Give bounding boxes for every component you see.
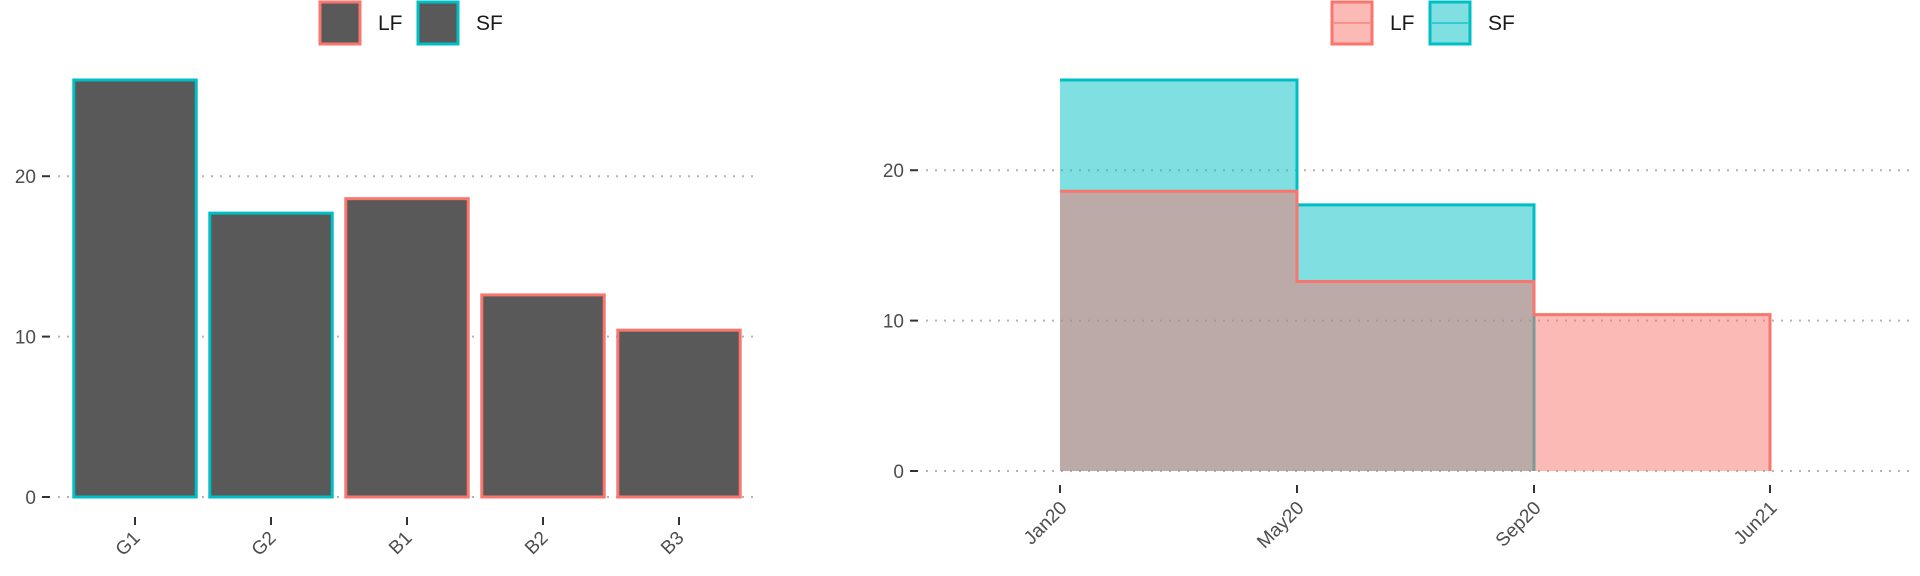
bar-chart-legend-key-lf [318,0,362,46]
area-chart-legend-label-sf: SF [1488,12,1515,35]
area-chart-x-tick-label-jun21: Jun21 [1730,498,1781,549]
area-chart-y-tick-label-20: 20 [883,161,904,182]
bar-chart-x-tick-label-b3: B3 [657,528,688,559]
area-line-lf [1060,189,1772,471]
bar-chart-legend-label-sf: SF [476,12,503,35]
area-chart-areas [1060,78,1772,472]
step-area-chart: LF SF 0 10 20 Jan20 May20 Sep20 Jun21 [883,0,1910,553]
bar-chart-y-tick-label-20: 20 [15,167,36,188]
area-chart-y-axis: 0 10 20 [883,161,918,483]
area-chart-legend: LF SF [1330,0,1515,46]
bar-chart-y-tick-label-0: 0 [25,488,36,509]
area-lf [1060,191,1770,472]
bar-chart-x-axis: G1 G2 B1 B2 B3 [112,517,689,560]
bar-chart-x-tick-label-b2: B2 [521,528,552,559]
area-chart-legend-label-lf: LF [1390,12,1415,35]
bar-chart-legend-label-lf: LF [378,12,403,35]
bar-chart-bars [72,78,742,499]
bar-chart: LF SF 0 10 20 G1 G2 B1 B2 B3 [15,0,756,560]
area-chart-x-tick-label-jan20: Jan20 [1020,498,1071,549]
area-chart-y-tick-label-0: 0 [893,462,904,483]
area-chart-y-tick-label-10: 10 [883,312,904,333]
area-chart-x-tick-label-sep20: Sep20 [1492,498,1546,552]
area-chart-x-axis: Jan20 May20 Sep20 Jun21 [1020,485,1782,553]
bar-chart-legend-key-sf [416,0,460,46]
bar-b2 [480,293,606,499]
bar-chart-y-tick-label-10: 10 [15,328,36,349]
bar-b3 [616,328,742,499]
bar-chart-x-tick-label-g2: G2 [248,528,281,561]
bar-g2 [208,211,334,499]
bar-g1 [72,78,198,499]
bar-chart-legend: LF SF [318,0,503,46]
bar-chart-x-tick-label-b1: B1 [385,528,416,559]
bar-chart-y-axis: 0 10 20 [15,167,50,509]
area-chart-x-tick-label-may20: May20 [1253,498,1308,553]
bar-chart-x-tick-label-g1: G1 [112,528,145,561]
bar-b1 [344,197,470,499]
